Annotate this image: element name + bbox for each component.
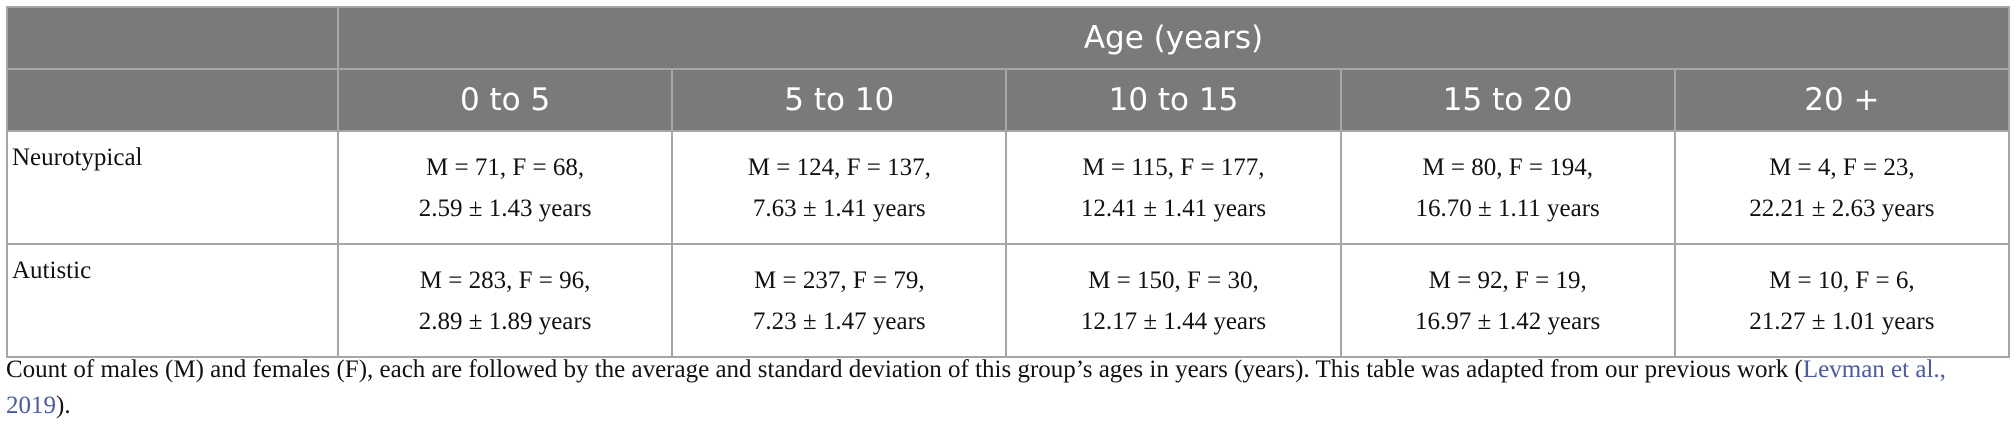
column-header: 20 + — [1673, 68, 2011, 132]
cell-line: M = 115, F = 177, — [1082, 153, 1265, 181]
cell-line: M = 283, F = 96, — [419, 266, 591, 294]
cell-line: M = 124, F = 137, — [747, 153, 931, 181]
column-header: 15 to 20 — [1339, 68, 1676, 132]
column-header: 10 to 15 — [1005, 68, 1342, 132]
group-header: Age (years) — [337, 6, 2010, 70]
citation-link[interactable]: Levman et al., 2019 — [6, 356, 1946, 419]
cell-line: 2.89 ± 1.89 years — [418, 307, 592, 335]
table-cell: M = 4, F = 23, 22.21 ± 2.63 years — [1673, 130, 2011, 245]
cell-line: 21.27 ± 1.01 years — [1749, 307, 1935, 335]
column-header: 5 to 10 — [671, 68, 1008, 132]
table-cell: M = 115, F = 177, 12.41 ± 1.41 years — [1005, 130, 1342, 245]
cell-line: 16.70 ± 1.11 years — [1415, 194, 1600, 222]
cell-line: 16.97 ± 1.42 years — [1415, 307, 1601, 335]
table-row: Neurotypical M = 71, F = 68, 2.59 ± 1.43 y… — [6, 130, 2011, 245]
cell-line: M = 71, F = 68, — [426, 153, 585, 181]
table-cell: M = 92, F = 19, 16.97 ± 1.42 years — [1339, 243, 1676, 358]
cell-line: M = 237, F = 79, — [753, 266, 925, 294]
table-cell: M = 71, F = 68, 2.59 ± 1.43 years — [336, 130, 674, 245]
cell-line: M = 150, F = 30, — [1088, 266, 1259, 294]
header-cell — [6, 6, 339, 70]
cell-line: 12.17 ± 1.44 years — [1080, 307, 1267, 335]
row-label: Autistic — [6, 243, 339, 358]
cell-line: 7.63 ± 1.41 years — [752, 194, 926, 222]
cell-line: M = 92, F = 19, — [1428, 266, 1587, 294]
cell-line: M = 80, F = 194, — [1422, 153, 1593, 181]
caption: Count of males (M) and females (F), each… — [6, 352, 2010, 424]
table-cell: M = 10, F = 6, 21.27 ± 1.01 years — [1673, 243, 2011, 358]
caption-text: Count of males (M) and females (F), each… — [6, 356, 1803, 383]
header-cell — [6, 68, 339, 132]
cell-line: 2.59 ± 1.43 years — [418, 194, 592, 222]
column-header: 0 to 5 — [336, 68, 674, 132]
header-row: Age (years) — [6, 6, 2010, 70]
cell-line: 22.21 ± 2.63 years — [1749, 194, 1935, 222]
table-cell: M = 150, F = 30, 12.17 ± 1.44 years — [1005, 243, 1342, 358]
cell-line: 12.41 ± 1.41 years — [1080, 194, 1267, 222]
cell-line: 7.23 ± 1.47 years — [752, 307, 926, 335]
table-cell: M = 80, F = 194, 16.70 ± 1.11 years — [1339, 130, 1676, 245]
cell-line: M = 10, F = 6, — [1769, 266, 1915, 294]
table-cell: M = 283, F = 96, 2.89 ± 1.89 years — [336, 243, 674, 358]
cell-line: M = 4, F = 23, — [1769, 153, 1915, 181]
table-cell: M = 124, F = 137, 7.63 ± 1.41 years — [671, 130, 1008, 245]
table-row: Autistic M = 283, F = 96, 2.89 ± 1.89 year… — [6, 243, 2011, 358]
row-label: Neurotypical — [6, 130, 339, 245]
caption-text: ). — [56, 392, 71, 419]
table-cell: M = 237, F = 79, 7.23 ± 1.47 years — [671, 243, 1008, 358]
